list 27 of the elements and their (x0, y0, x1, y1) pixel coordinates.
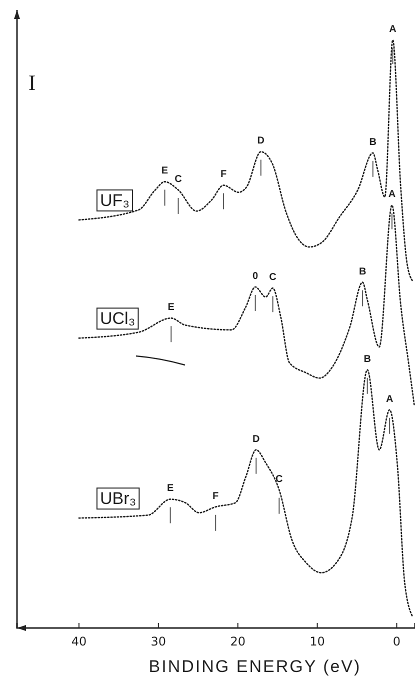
series-label: UF₃ (100, 190, 130, 210)
x-tick-label: 10 (310, 634, 325, 649)
annotation: A (386, 394, 394, 405)
annotation: E (161, 166, 168, 177)
x-tick-label: 30 (150, 634, 166, 649)
annotation: B (364, 354, 371, 365)
x-tick-label: 0 (392, 634, 401, 649)
annotation: C (174, 174, 182, 185)
annotation: D (252, 434, 260, 445)
series-label: UBr₃ (100, 489, 136, 508)
annotation: A (389, 24, 396, 35)
annotation: E (166, 483, 174, 494)
annotation: C (276, 474, 283, 485)
x-tick-label: 20 (230, 634, 246, 649)
x-tick-label: 40 (71, 634, 87, 649)
annotation: F (212, 490, 219, 502)
annotation: D (257, 136, 264, 147)
annotation: F (220, 169, 227, 180)
series-label: UCl₃ (100, 309, 136, 328)
annotation: B (369, 136, 377, 148)
x-axis-title: BINDING ENERGY (eV) (148, 657, 362, 676)
y-axis-title: I (28, 70, 36, 95)
annotation: E (168, 302, 175, 314)
annotation: 0 (252, 270, 259, 282)
annotation: B (358, 266, 366, 278)
annotation: A (388, 189, 396, 200)
annotation: C (269, 272, 276, 284)
